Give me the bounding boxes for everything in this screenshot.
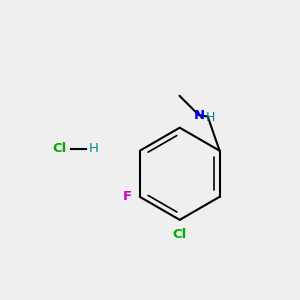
Text: Cl: Cl <box>172 228 187 241</box>
Text: F: F <box>123 190 132 203</box>
Text: Cl: Cl <box>52 142 67 155</box>
Text: H: H <box>88 142 98 155</box>
Text: H: H <box>206 111 215 124</box>
Text: N: N <box>193 109 204 122</box>
